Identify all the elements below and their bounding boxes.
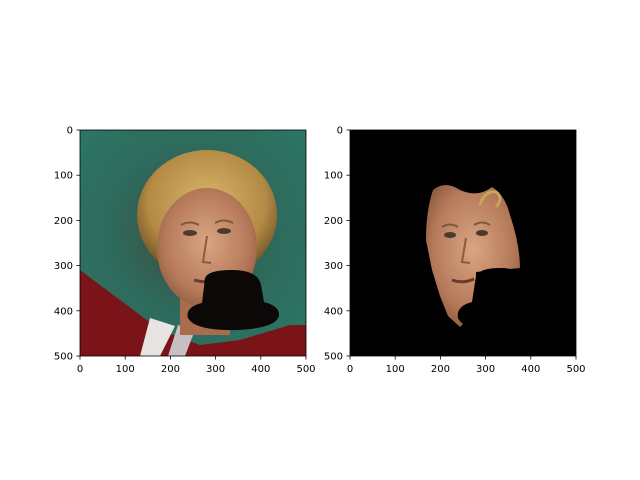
- right-x-tick-label: 400: [521, 364, 540, 375]
- left-x-tick-label: 100: [116, 364, 135, 375]
- right-y-tick-label: 100: [324, 171, 343, 182]
- right-y-tick-label: 0: [337, 126, 343, 137]
- right-image-brows: [441, 221, 491, 228]
- right-x-tick-label: 100: [386, 364, 405, 375]
- right-panel: 0 100 200 300 400 500 0 100 200 300 400 500: [324, 126, 586, 376]
- right-x-tick-label: 300: [476, 364, 495, 375]
- right-image: [350, 130, 576, 356]
- left-x-tick-label: 500: [296, 364, 315, 375]
- left-image-shirt-stripe: [140, 318, 175, 356]
- right-y-tick-label: 500: [324, 352, 343, 363]
- left-y-tick-label: 500: [54, 352, 73, 363]
- left-x-ticks: 0 100 200 300 400 500: [77, 356, 316, 375]
- left-x-tick-label: 0: [77, 364, 83, 375]
- right-x-tick-label: 200: [431, 364, 450, 375]
- right-y-tick-label: 300: [324, 261, 343, 272]
- right-image-mouth: [451, 277, 475, 284]
- left-image-brows: [180, 219, 234, 226]
- left-image-eye-right: [217, 228, 231, 234]
- left-panel: 0 100 200 300 400 500 0 100 200 300 400 500: [54, 126, 316, 376]
- left-x-tick-label: 400: [251, 364, 270, 375]
- right-x-tick-label: 500: [566, 364, 585, 375]
- left-image: [80, 130, 306, 356]
- right-image-eye-left: [444, 232, 456, 238]
- left-x-tick-label: 300: [206, 364, 225, 375]
- left-image-hat: [187, 270, 280, 331]
- left-y-tick-label: 100: [54, 171, 73, 182]
- left-axes-frame: [79, 129, 307, 357]
- left-y-tick-label: 0: [67, 126, 73, 137]
- right-image-hair-curl: [478, 190, 502, 208]
- right-image-face-region: [426, 185, 520, 327]
- left-y-ticks: 0 100 200 300 400 500: [54, 126, 80, 363]
- left-y-tick-label: 200: [54, 216, 73, 227]
- left-image-shirt: [80, 270, 306, 356]
- right-y-ticks: 0 100 200 300 400 500: [324, 126, 350, 363]
- left-image-nose: [201, 235, 212, 264]
- right-image-hat: [457, 268, 539, 331]
- left-image-eye-left: [183, 230, 197, 236]
- left-y-tick-label: 400: [54, 306, 73, 317]
- right-x-tick-label: 0: [347, 364, 353, 375]
- right-y-tick-label: 400: [324, 306, 343, 317]
- right-image-nose: [460, 237, 471, 264]
- left-y-tick-label: 300: [54, 261, 73, 272]
- right-image-eye-right: [476, 230, 488, 236]
- left-x-tick-label: 200: [161, 364, 180, 375]
- right-y-tick-label: 200: [324, 216, 343, 227]
- right-x-ticks: 0 100 200 300 400 500: [347, 356, 586, 375]
- right-axes-frame: [349, 129, 577, 357]
